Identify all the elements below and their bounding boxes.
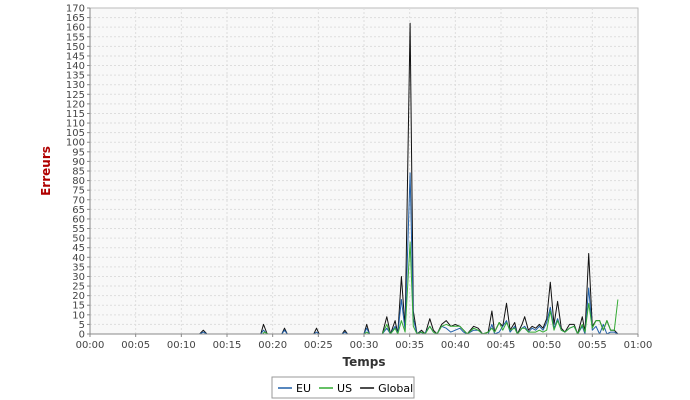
x-tick-label: 00:30	[350, 340, 379, 351]
y-tick-label: 80	[72, 176, 85, 187]
y-tick-label: 155	[66, 32, 85, 43]
y-tick-label: 150	[66, 42, 85, 53]
y-tick-label: 135	[66, 71, 85, 82]
legend-label-eu: EU	[296, 382, 311, 395]
x-tick-label: 00:05	[121, 340, 150, 351]
y-tick-label: 60	[72, 214, 85, 225]
y-tick-label: 130	[66, 80, 85, 91]
y-tick-label: 20	[72, 291, 85, 302]
y-tick-label: 35	[72, 262, 85, 273]
x-tick-label: 00:35	[395, 340, 424, 351]
y-tick-label: 90	[72, 157, 85, 168]
y-tick-label: 30	[72, 272, 85, 283]
y-tick-label: 95	[72, 147, 85, 158]
x-axis-ticks: 00:00 00:05 00:10 00:15 00:20 00:25 00:30 00:35…	[76, 334, 653, 351]
y-tick-label: 100	[66, 138, 85, 149]
x-tick-label: 00:40	[441, 340, 470, 351]
y-tick-label: 85	[72, 167, 85, 178]
x-tick-label: 00:20	[258, 340, 287, 351]
y-tick-label: 40	[72, 253, 85, 264]
legend-items: EU US Global	[278, 382, 413, 395]
x-axis-title: Temps	[343, 355, 386, 369]
y-tick-label: 125	[66, 90, 85, 101]
x-tick-label: 00:00	[76, 340, 105, 351]
legend-label-global: Global	[378, 382, 413, 395]
x-tick-label: 00:45	[487, 340, 516, 351]
y-tick-label: 170	[66, 4, 85, 15]
legend-box	[271, 376, 415, 399]
y-tick-label: 160	[66, 23, 85, 34]
y-tick-label: 120	[66, 99, 85, 110]
y-tick-label: 165	[66, 13, 85, 24]
y-tick-label: 50	[72, 234, 85, 245]
y-tick-label: 105	[66, 128, 85, 139]
y-tick-label: 110	[66, 119, 85, 130]
y-tick-label: 115	[66, 109, 85, 120]
y-tick-label: 25	[72, 282, 85, 293]
y-tick-label: 5	[79, 320, 85, 331]
legend: EU US Global	[271, 376, 415, 399]
y-tick-label: 145	[66, 51, 85, 62]
y-tick-label: 140	[66, 61, 85, 72]
y-tick-label: 15	[72, 301, 85, 312]
x-tick-label: 00:55	[578, 340, 607, 351]
legend-label-us: US	[337, 382, 352, 395]
y-tick-label: 75	[72, 186, 85, 197]
y-tick-label: 0	[79, 330, 85, 341]
y-axis-ticks: 0510152025303540455055606570758085909510…	[66, 4, 90, 341]
x-tick-label: 00:25	[304, 340, 333, 351]
y-tick-label: 55	[72, 224, 85, 235]
x-tick-label: 01:00	[624, 340, 653, 351]
x-tick-label: 00:50	[532, 340, 561, 351]
x-tick-label: 00:10	[167, 340, 196, 351]
y-tick-label: 70	[72, 195, 85, 206]
x-tick-label: 00:15	[213, 340, 242, 351]
y-axis-title: Erreurs	[39, 146, 53, 196]
y-tick-label: 10	[72, 310, 85, 321]
y-tick-label: 45	[72, 243, 85, 254]
series-line-us	[115, 241, 619, 335]
grid-lines	[90, 8, 638, 334]
y-tick-label: 65	[72, 205, 85, 216]
